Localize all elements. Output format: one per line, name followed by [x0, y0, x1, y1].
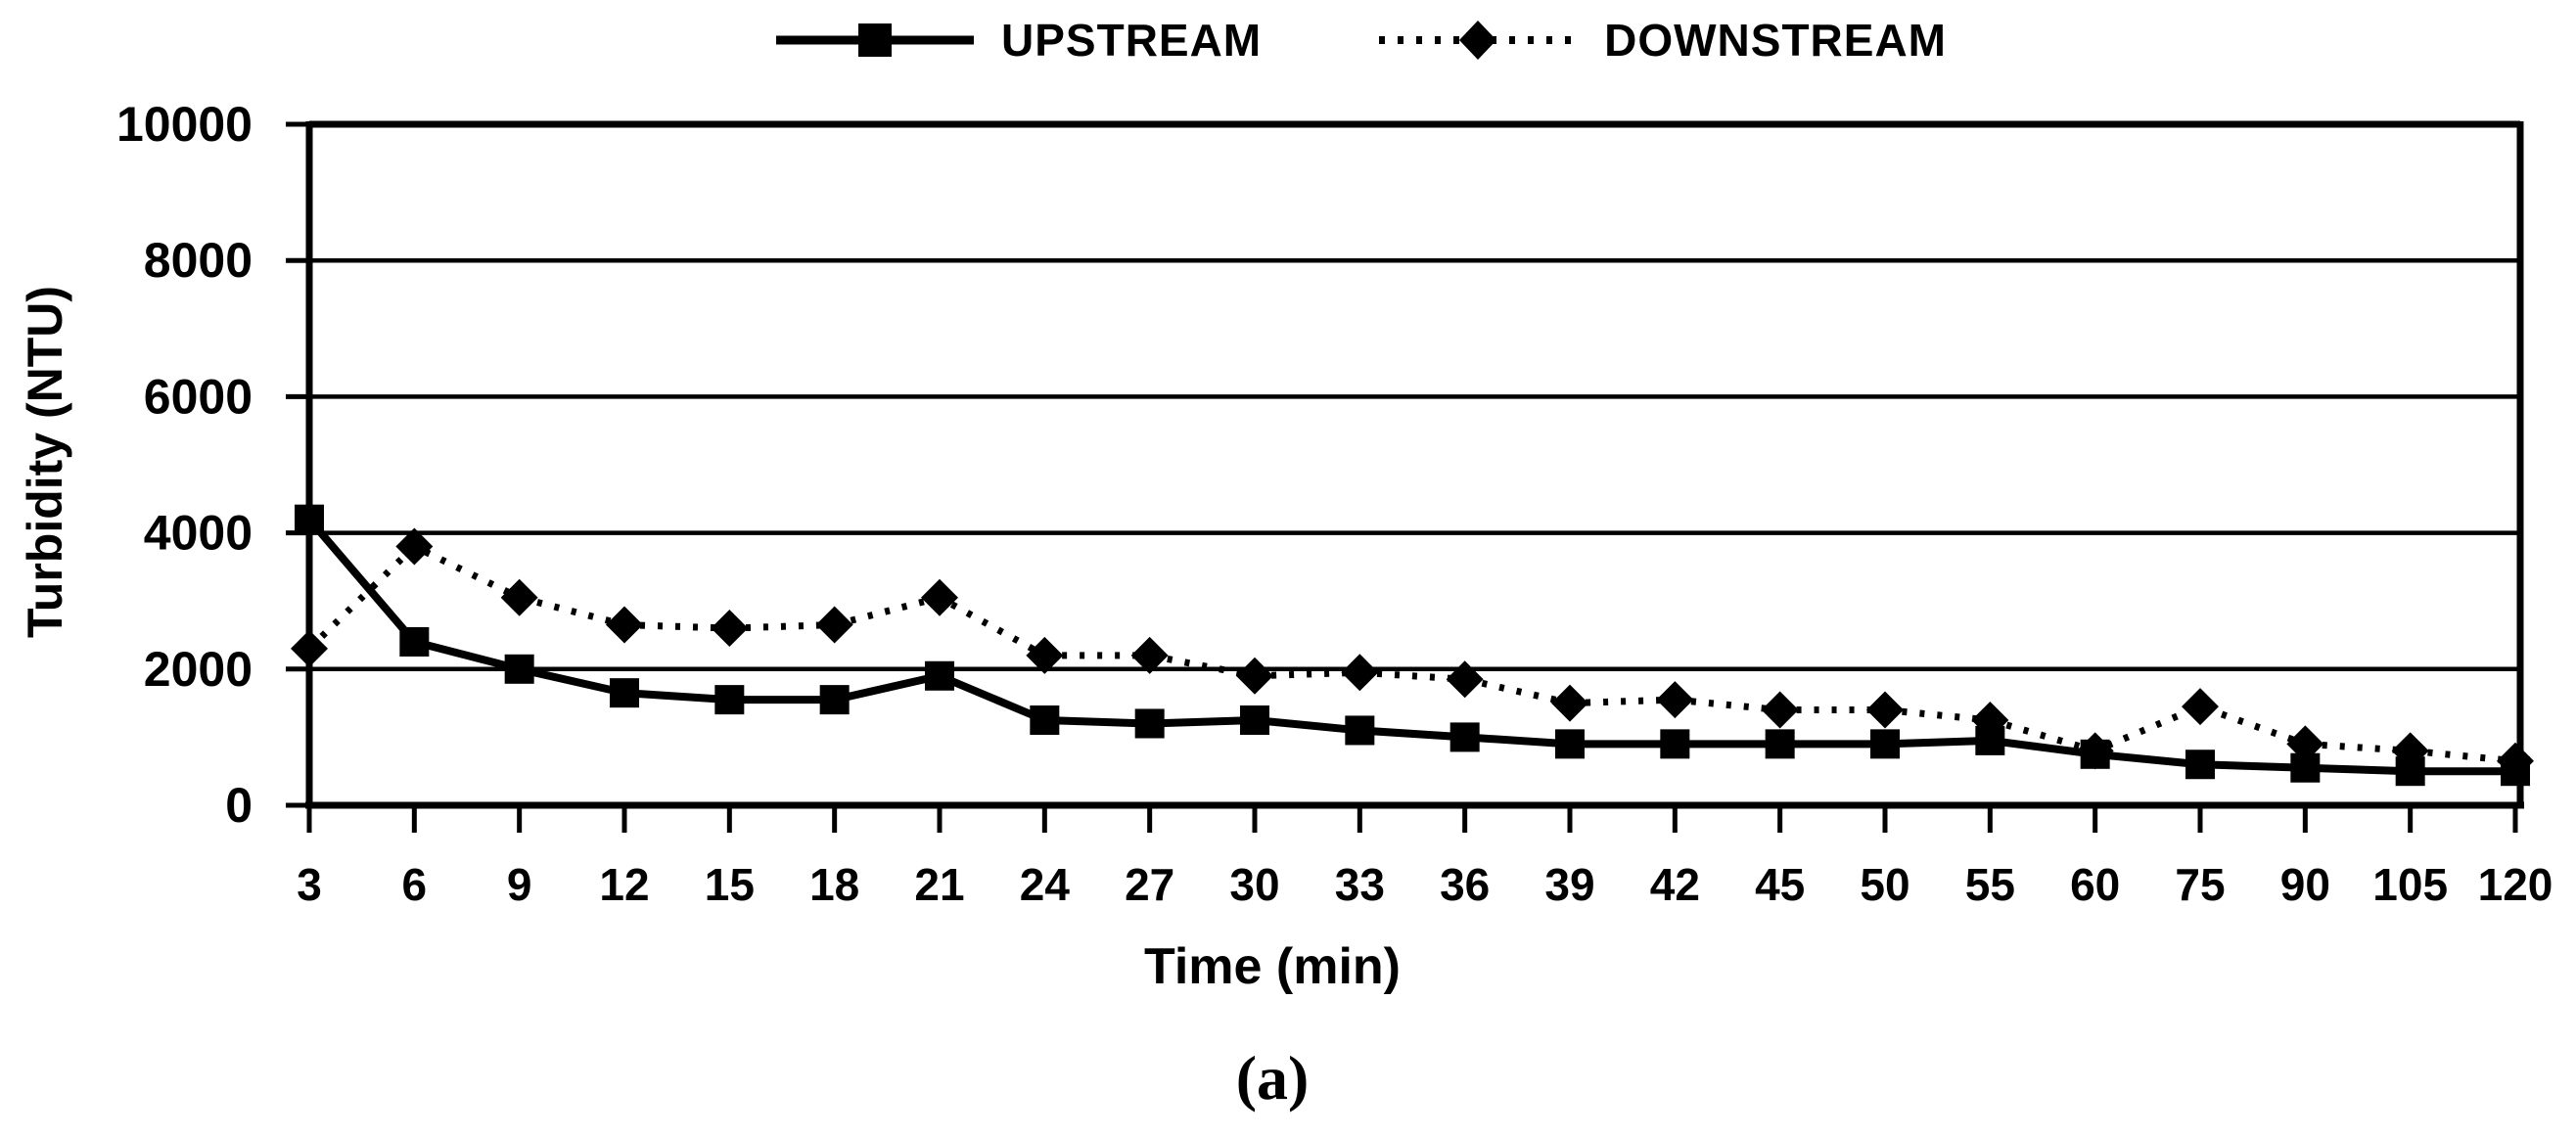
downstream-series-line: [291, 527, 2534, 780]
downstream-data-point: [815, 606, 853, 644]
legend-item-upstream: UPSTREAM: [774, 14, 1262, 67]
svg-text:21: 21: [914, 859, 964, 910]
svg-text:4000: 4000: [144, 506, 253, 561]
svg-text:18: 18: [809, 859, 859, 910]
upstream-data-point: [504, 654, 534, 684]
downstream-data-point: [2182, 688, 2219, 726]
svg-text:60: 60: [2070, 859, 2120, 910]
downstream-data-point: [921, 578, 958, 616]
downstream-data-point: [606, 606, 643, 644]
svg-text:42: 42: [1650, 859, 1700, 910]
upstream-data-point: [2185, 750, 2215, 780]
upstream-data-point: [610, 678, 639, 708]
upstream-series-line: [295, 504, 2530, 787]
svg-text:90: 90: [2280, 859, 2330, 910]
upstream-data-point: [1555, 729, 1585, 759]
svg-text:27: 27: [1125, 859, 1174, 910]
x-axis-title: Time (min): [1144, 938, 1401, 995]
y-axis: 0 2000 4000 6000 8000 10000: [116, 97, 313, 833]
downstream-legend-marker-icon: [1379, 21, 1578, 60]
svg-text:12: 12: [599, 859, 649, 910]
x-axis: 3 6 9 12 15 18 21 24 27 30 33 36 39 42 45 50 55 60 75 90 105…: [297, 801, 2553, 910]
svg-text:3: 3: [297, 859, 322, 910]
downstream-data-point: [2391, 732, 2429, 770]
svg-text:36: 36: [1440, 859, 1490, 910]
downstream-data-point: [1551, 684, 1588, 722]
downstream-data-point: [1656, 681, 1694, 719]
upstream-data-point: [1660, 729, 1690, 759]
svg-text:6000: 6000: [144, 369, 253, 424]
svg-text:10000: 10000: [116, 97, 253, 152]
svg-text:105: 105: [2372, 859, 2448, 910]
upstream-data-point: [1870, 729, 1900, 759]
upstream-data-point: [1449, 722, 1480, 752]
svg-text:0: 0: [225, 778, 253, 833]
svg-text:8000: 8000: [144, 233, 253, 288]
svg-text:55: 55: [1965, 859, 2015, 910]
downstream-data-point: [1341, 654, 1379, 692]
svg-text:45: 45: [1755, 859, 1805, 910]
chart-legend: UPSTREAM DOWNSTREAM: [774, 14, 1947, 67]
figure-caption: (a): [1235, 1043, 1310, 1113]
downstream-data-point: [1866, 691, 1904, 729]
svg-text:15: 15: [705, 859, 755, 910]
downstream-data-point: [2286, 725, 2324, 763]
downstream-data-point: [395, 527, 434, 566]
downstream-data-point: [1236, 657, 1273, 695]
upstream-data-point: [295, 504, 324, 534]
downstream-data-point: [2497, 742, 2534, 780]
legend-item-downstream: DOWNSTREAM: [1377, 14, 1947, 67]
upstream-data-point: [1134, 708, 1165, 739]
upstream-legend-marker-icon: [776, 23, 975, 57]
downstream-data-point: [291, 629, 328, 667]
downstream-data-point: [1026, 636, 1064, 674]
upstream-data-point: [1030, 705, 1060, 735]
downstream-data-point: [1971, 702, 2009, 739]
svg-text:50: 50: [1860, 859, 1909, 910]
upstream-data-point: [1765, 729, 1795, 759]
downstream-data-point: [1761, 691, 1799, 729]
svg-text:9: 9: [507, 859, 532, 910]
upstream-data-point: [925, 660, 954, 691]
downstream-data-point: [711, 610, 749, 648]
svg-text:30: 30: [1229, 859, 1279, 910]
legend-label-upstream: UPSTREAM: [1001, 15, 1263, 66]
downstream-data-point: [1446, 660, 1484, 699]
upstream-data-point: [714, 685, 745, 715]
svg-text:24: 24: [1020, 859, 1071, 910]
svg-text:39: 39: [1544, 859, 1594, 910]
svg-text:2000: 2000: [144, 642, 253, 697]
svg-text:120: 120: [2478, 859, 2553, 910]
svg-text:6: 6: [402, 859, 428, 910]
svg-text:75: 75: [2175, 859, 2225, 910]
svg-text:33: 33: [1335, 859, 1385, 910]
downstream-data-point: [500, 578, 538, 616]
upstream-data-point: [1345, 715, 1375, 746]
legend-label-downstream: DOWNSTREAM: [1604, 15, 1947, 66]
downstream-data-point: [1130, 636, 1169, 674]
downstream-data-point: [2076, 732, 2114, 770]
upstream-data-point: [819, 685, 850, 715]
upstream-data-point: [399, 626, 430, 657]
upstream-data-point: [1240, 705, 1269, 735]
